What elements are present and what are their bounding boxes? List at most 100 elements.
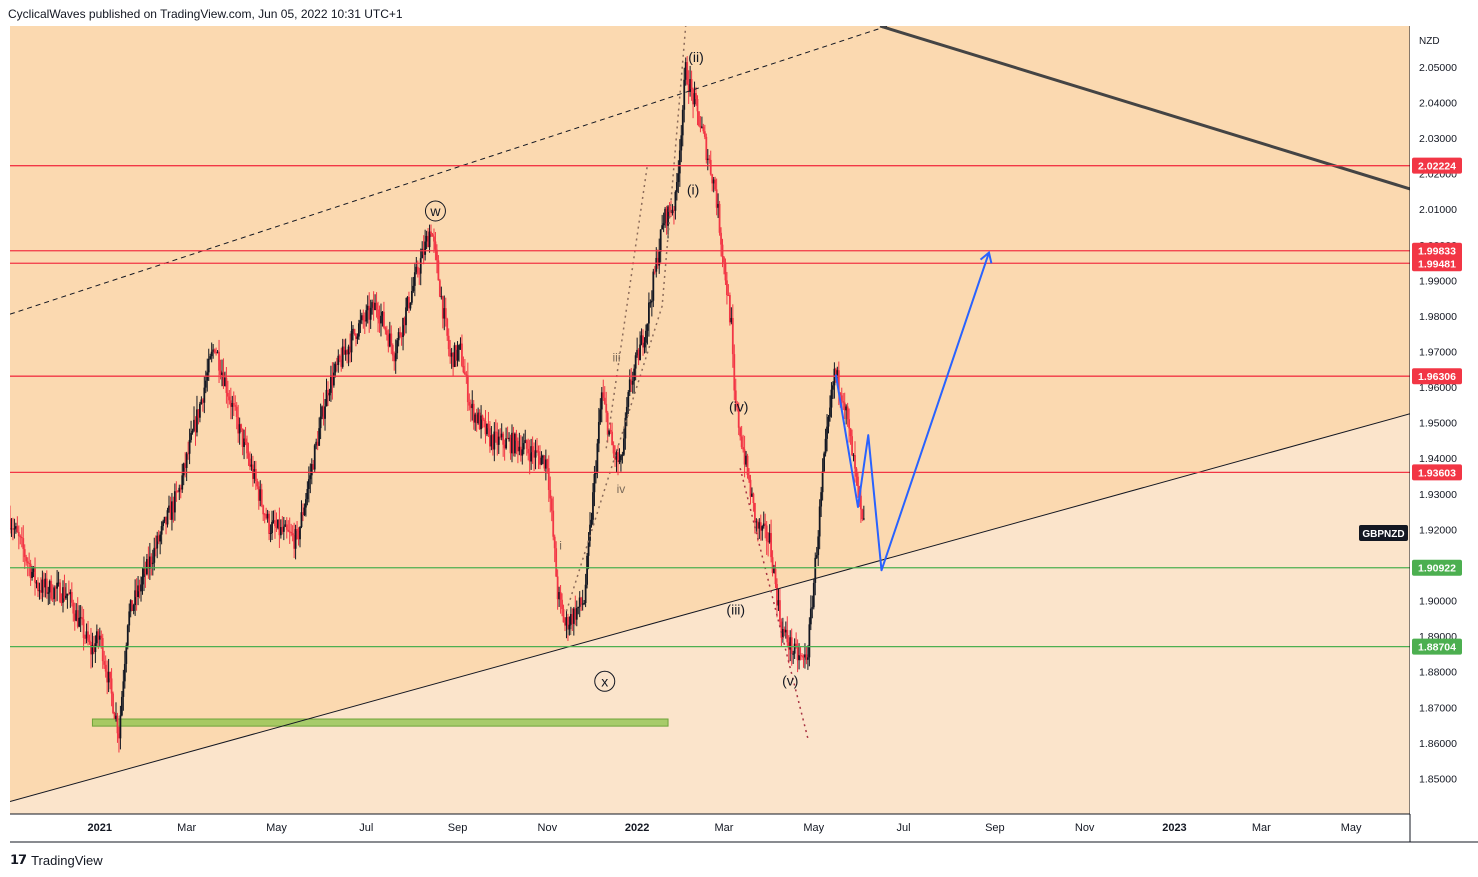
level-badge-1.96306[interactable] bbox=[1412, 368, 1462, 385]
projection-path[interactable] bbox=[834, 252, 990, 572]
candle-body bbox=[110, 678, 113, 694]
candle-body bbox=[50, 581, 53, 599]
y-tick-label: 1.86000 bbox=[1419, 738, 1457, 750]
trendline-solid-2[interactable] bbox=[879, 26, 1410, 191]
candle-body bbox=[40, 590, 42, 593]
candle-body bbox=[296, 529, 298, 531]
support-zone[interactable] bbox=[91, 718, 669, 727]
candle-body bbox=[826, 426, 828, 439]
candle-body bbox=[809, 608, 812, 625]
candle-body bbox=[628, 379, 631, 393]
candle-body bbox=[375, 302, 378, 310]
candle-body bbox=[60, 602, 63, 604]
candle-body bbox=[633, 368, 636, 381]
candle-body bbox=[561, 599, 563, 610]
candle-body bbox=[76, 610, 79, 627]
wave-label-2[interactable]: (i) bbox=[687, 182, 699, 198]
trendline-dashed-1[interactable] bbox=[10, 26, 888, 315]
candle-body bbox=[215, 352, 217, 354]
candle-body bbox=[413, 272, 416, 286]
level-badge-2.02224[interactable] bbox=[1412, 157, 1462, 174]
candle-body bbox=[113, 712, 116, 719]
wave-label-5[interactable]: (v) bbox=[782, 673, 798, 689]
wave-label-9[interactable]: i bbox=[559, 538, 562, 552]
wave-label-10[interactable]: ii bbox=[567, 624, 572, 638]
wave-label-8[interactable]: iv bbox=[617, 482, 626, 496]
candle-body bbox=[347, 346, 350, 355]
candle-body bbox=[452, 352, 455, 367]
candle-body bbox=[620, 455, 622, 461]
candle-body bbox=[743, 449, 746, 465]
candle-body bbox=[119, 715, 122, 739]
tradingview-footer[interactable]: 𝟭𝟳 TradingView bbox=[10, 851, 103, 869]
y-tick-label: 1.97000 bbox=[1419, 347, 1457, 359]
candle-body bbox=[284, 524, 287, 527]
candle-body bbox=[232, 402, 235, 406]
candle-body bbox=[702, 126, 705, 132]
candle-body bbox=[712, 179, 715, 184]
candle-body bbox=[798, 655, 800, 661]
level-badge-text: 1.99481 bbox=[1418, 258, 1456, 270]
candle-body bbox=[466, 375, 469, 403]
candle-body bbox=[630, 379, 633, 385]
candle-body bbox=[378, 319, 381, 324]
candle-body bbox=[125, 645, 128, 664]
candle-body bbox=[774, 568, 777, 585]
level-badge-1.99481[interactable] bbox=[1412, 255, 1462, 272]
candle-body bbox=[400, 335, 403, 337]
level-badge-text: 1.96306 bbox=[1418, 371, 1456, 383]
candle-body bbox=[586, 555, 588, 585]
candle-body bbox=[253, 469, 256, 479]
candle-body bbox=[19, 536, 22, 538]
trendline-solid-0[interactable] bbox=[10, 413, 1410, 803]
candle-body bbox=[366, 305, 369, 311]
candle-body bbox=[384, 327, 387, 331]
candle-body bbox=[340, 359, 343, 367]
candle-body bbox=[698, 111, 700, 126]
candle-body bbox=[171, 501, 173, 520]
candle-body bbox=[621, 454, 624, 456]
candle-body bbox=[842, 401, 845, 403]
candle-body bbox=[599, 409, 602, 423]
candle-body bbox=[546, 459, 549, 469]
candle-body bbox=[75, 610, 78, 621]
candle-body bbox=[550, 498, 553, 511]
level-badge-1.88704[interactable] bbox=[1412, 638, 1462, 655]
wave-label-1[interactable]: (ii) bbox=[688, 49, 704, 65]
candle-body bbox=[653, 271, 656, 273]
wave-label-7[interactable]: iii bbox=[613, 351, 621, 365]
trendline-dotted-3[interactable] bbox=[565, 26, 687, 612]
level-badge-1.90922[interactable] bbox=[1412, 559, 1462, 576]
trendline-dotted-5[interactable] bbox=[739, 468, 809, 739]
candle-body bbox=[53, 587, 56, 599]
wave-label-text: (iii) bbox=[726, 601, 745, 617]
candle-body bbox=[178, 487, 181, 492]
symbol-badge bbox=[1359, 524, 1408, 541]
candle-body bbox=[790, 637, 793, 654]
candle-body bbox=[617, 452, 619, 463]
wave-label-0[interactable]: w bbox=[424, 200, 446, 222]
candle-body bbox=[471, 403, 474, 409]
candle-body bbox=[533, 452, 535, 458]
candle-body bbox=[73, 613, 76, 621]
candle-body bbox=[708, 158, 711, 160]
candle-body bbox=[265, 514, 268, 519]
candle-body bbox=[806, 657, 809, 660]
candle-body bbox=[833, 368, 836, 386]
candle-body bbox=[355, 333, 357, 339]
wave-label-4[interactable]: (iii) bbox=[726, 601, 745, 617]
candle-body bbox=[327, 389, 329, 396]
candle-body bbox=[496, 432, 499, 445]
candle-body bbox=[684, 62, 687, 80]
candle-body bbox=[293, 535, 296, 549]
wave-label-6[interactable]: x bbox=[594, 670, 616, 692]
level-badge-1.99833[interactable] bbox=[1412, 242, 1462, 259]
candle-body bbox=[695, 93, 697, 100]
candle-body bbox=[387, 335, 390, 347]
candle-body bbox=[859, 495, 862, 510]
level-badge-1.93603[interactable] bbox=[1412, 464, 1462, 481]
candle-body bbox=[818, 506, 821, 537]
candle-body bbox=[191, 430, 194, 433]
wave-label-3[interactable]: (iv) bbox=[729, 399, 748, 415]
